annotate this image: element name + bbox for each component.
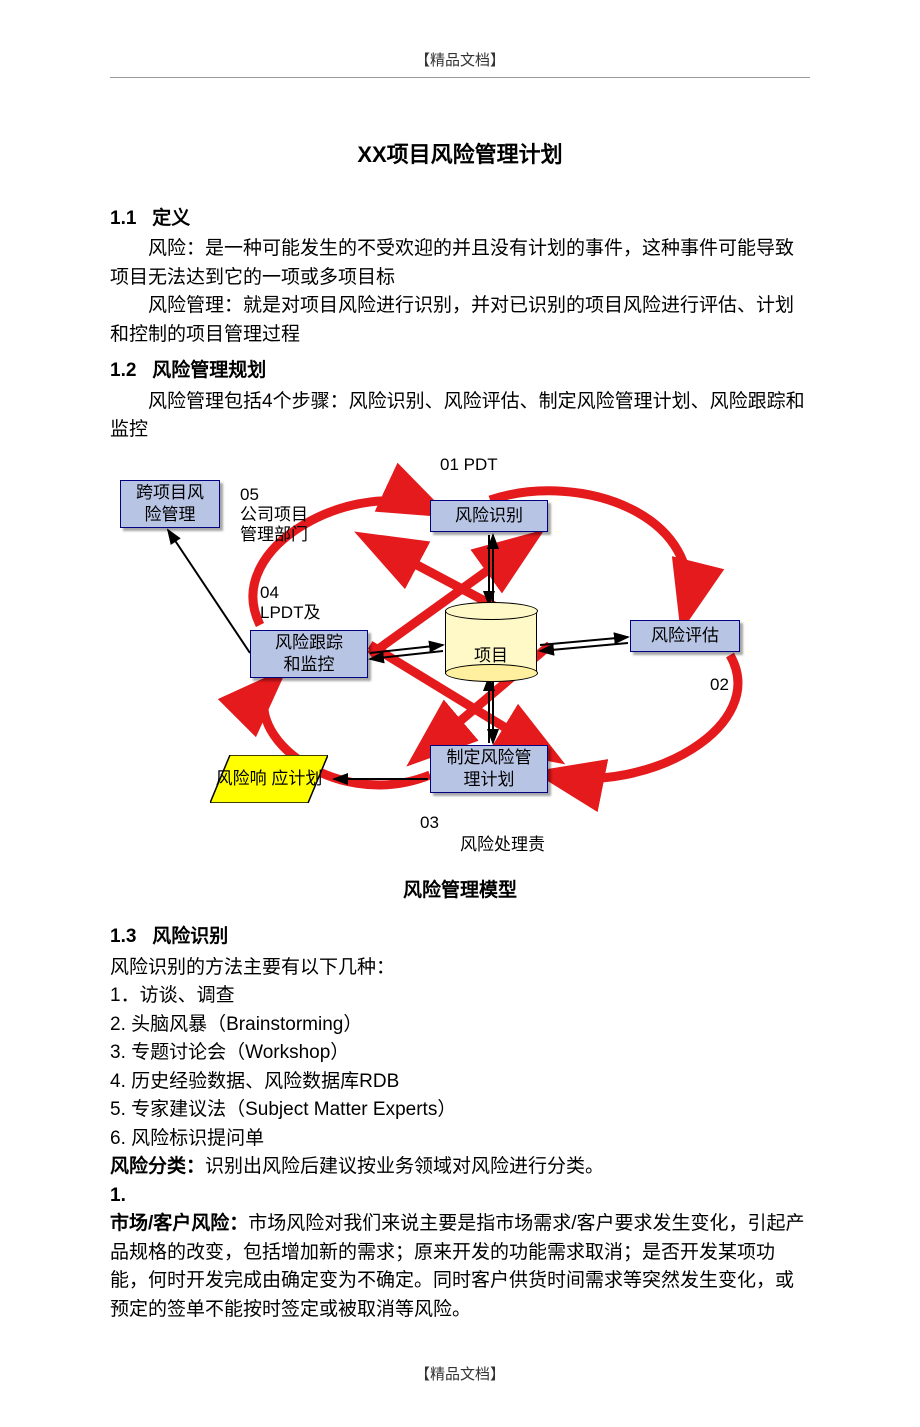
risk-management-diagram: 项目 跨项目风 险管理 风险识别 风险评估 制定风险管 理计划 风险跟踪 和监控…: [110, 455, 810, 875]
para-market-risk: 市场/客户风险：市场风险对我们来说主要是指市场需求/客户要求发生变化，引起产品规…: [110, 1210, 810, 1324]
classification-label: 风险分类：: [110, 1156, 205, 1177]
node-cross-project: 跨项目风 险管理: [120, 480, 220, 528]
node-risk-plan: 制定风险管 理计划: [430, 745, 548, 793]
method-item-4: 4. 历史经验数据、风险数据库RDB: [110, 1068, 810, 1097]
node-risk-response-label: 风险响 应计划: [216, 768, 323, 789]
market-risk-label: 市场/客户风险：: [110, 1213, 248, 1234]
section-num: 1.2: [110, 360, 136, 381]
node-project-label: 项目: [446, 643, 536, 669]
node-risk-evaluate: 风险评估: [630, 620, 740, 652]
section-num: 1.3: [110, 926, 136, 947]
label-02: 02: [710, 675, 729, 695]
diagram-caption: 风险管理模型: [110, 877, 810, 906]
label-01-pdt: 01 PDT: [440, 455, 498, 475]
section-1-2-heading: 1.2 风险管理规划: [110, 357, 810, 386]
node-risk-response-plan: 风险响 应计划: [210, 755, 328, 803]
section-num: 1.1: [110, 208, 136, 229]
footer-tag: 【精品文档】: [110, 1364, 810, 1387]
section-1-1-heading: 1.1 定义: [110, 205, 810, 234]
node-project-cylinder: 项目: [445, 610, 537, 674]
section-title: 风险识别: [152, 926, 228, 947]
para-classification: 风险分类：识别出风险后建议按业务领域对风险进行分类。: [110, 1153, 810, 1182]
para-one-marker: 1.: [110, 1182, 810, 1211]
label-05: 05 公司项目 管理部门: [240, 485, 308, 546]
method-item-2: 2. 头脑风暴（Brainstorming）: [110, 1011, 810, 1040]
label-04: 04 LPDT及: [260, 583, 320, 624]
node-risk-track: 风险跟踪 和监控: [250, 630, 368, 678]
method-item-3: 3. 专题讨论会（Workshop）: [110, 1039, 810, 1068]
header-tag: 【精品文档】: [110, 50, 810, 78]
section-title: 风险管理规划: [152, 360, 266, 381]
method-item-5: 5. 专家建议法（Subject Matter Experts）: [110, 1096, 810, 1125]
node-risk-identify: 风险识别: [430, 500, 548, 532]
label-responsible: 风险处理责: [460, 835, 545, 855]
document-title: XX项目风险管理计划: [110, 138, 810, 171]
cylinder-top-ellipse: [445, 602, 538, 620]
para-risk-steps: 风险管理包括4个步骤：风险识别、风险评估、制定风险管理计划、风险跟踪和监控: [110, 388, 810, 445]
para-definition-riskmgmt: 风险管理：就是对项目风险进行识别，并对已识别的项目风险进行评估、计划和控制的项目…: [110, 292, 810, 349]
label-03: 03: [420, 813, 439, 833]
para-definition-risk: 风险：是一种可能发生的不受欢迎的并且没有计划的事件，这种事件可能导致项目无法达到…: [110, 235, 810, 292]
method-item-6: 6. 风险标识提问单: [110, 1125, 810, 1154]
method-item-1: 1．访谈、调查: [110, 982, 810, 1011]
section-title: 定义: [152, 208, 190, 229]
classification-text: 识别出风险后建议按业务领域对风险进行分类。: [205, 1156, 604, 1177]
section-1-3-heading: 1.3 风险识别: [110, 923, 810, 952]
para-methods-lead: 风险识别的方法主要有以下几种：: [110, 954, 810, 983]
